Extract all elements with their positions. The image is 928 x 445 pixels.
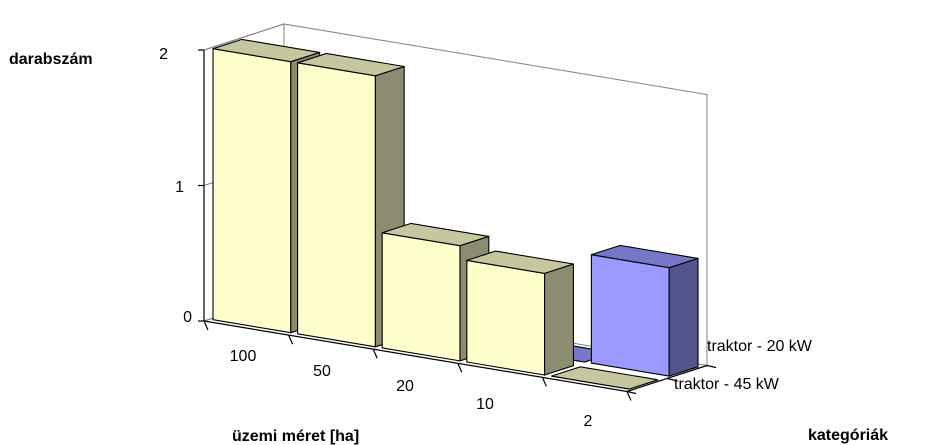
- bar-top-face: [212, 38, 320, 63]
- y-tick-label: 1: [175, 179, 184, 196]
- bar-side-face: [668, 257, 699, 377]
- bar-front-face: [466, 259, 546, 376]
- z-tick-mark: [626, 390, 637, 395]
- x-tick-label: 100: [230, 348, 257, 365]
- y-axis-title: darabszám: [9, 51, 93, 68]
- x-tick-mark: [626, 391, 632, 401]
- x-tick-mark: [457, 363, 463, 373]
- y-tick-label: 0: [183, 309, 192, 326]
- x-tick-label: 50: [313, 363, 331, 380]
- x-axis-title: üzemi méret [ha]: [232, 428, 359, 445]
- bar-series-group: [212, 38, 699, 390]
- bar-front-face: [381, 232, 461, 362]
- x-tick-mark: [541, 377, 547, 387]
- series-label: traktor - 20 kW: [707, 338, 813, 355]
- bar-top-face: [591, 244, 699, 269]
- y-tick-label: 2: [159, 46, 168, 63]
- bar-top-face: [297, 52, 405, 77]
- x-tick-mark: [288, 334, 294, 345]
- x-tick-mark: [203, 320, 209, 331]
- x-tick-label: 20: [396, 378, 414, 395]
- bar-front-face: [590, 254, 670, 377]
- axes-group: [198, 49, 717, 401]
- z-axis-title: kategóriák: [808, 427, 888, 444]
- bar-traktor - 20 kW-2: [590, 244, 699, 377]
- x-tick-label: 2: [584, 413, 593, 430]
- z-tick-mark: [666, 377, 677, 382]
- bar-traktor - 45 kW-2: [551, 366, 659, 390]
- x-axis-line: [203, 320, 628, 393]
- bar-top-face: [382, 222, 489, 247]
- bar-top-face: [466, 250, 574, 274]
- z-tick-mark: [706, 364, 717, 369]
- side-wall-gridline: [203, 23, 285, 51]
- bar-front-face: [297, 62, 376, 348]
- x-tick-mark: [372, 348, 378, 359]
- bar-side-face: [544, 263, 574, 376]
- bar-traktor - 45 kW-10: [466, 250, 574, 376]
- bar-top-face: [551, 366, 659, 390]
- bar-front-face: [212, 48, 292, 334]
- x-tick-label: 10: [476, 396, 494, 413]
- series-label: traktor - 45 kW: [674, 376, 780, 393]
